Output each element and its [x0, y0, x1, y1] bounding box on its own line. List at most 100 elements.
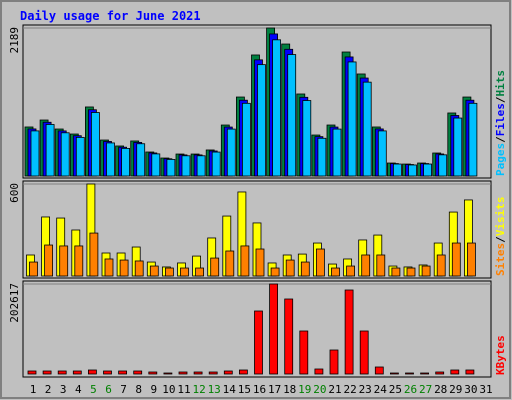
bar [435, 371, 445, 375]
x-tick-label: 8 [135, 383, 142, 396]
bar [315, 248, 325, 277]
bar [257, 64, 266, 177]
bar [423, 163, 433, 177]
x-tick-label: 12 [192, 383, 205, 396]
y-tick-label: 202617 [8, 283, 21, 323]
bar [164, 267, 174, 277]
bar [57, 370, 67, 375]
bar [392, 163, 402, 177]
bar [346, 265, 356, 277]
x-tick-label: 5 [90, 383, 97, 396]
bar [181, 155, 191, 177]
bar [180, 267, 189, 277]
legend-entry: Pages [494, 143, 507, 176]
bar [376, 254, 386, 277]
bar [89, 232, 99, 277]
legend-separator: / [494, 96, 507, 103]
bar [377, 130, 387, 177]
x-tick-label: 25 [389, 383, 402, 396]
x-tick-label: 23 [359, 383, 372, 396]
x-tick-label: 17 [268, 383, 281, 396]
x-tick-label: 14 [223, 383, 237, 396]
legend-entry: Files [494, 103, 507, 136]
bar [453, 117, 463, 177]
bar [359, 330, 369, 375]
x-tick-label: 20 [313, 383, 326, 396]
bar [75, 136, 85, 177]
bar [332, 128, 342, 177]
bar [299, 330, 309, 375]
x-tick-label: 30 [464, 383, 477, 396]
bar [45, 124, 55, 177]
bar [121, 148, 130, 177]
bar [329, 349, 339, 375]
bar [30, 130, 40, 177]
bar [391, 267, 401, 277]
bar [406, 267, 416, 277]
bar [59, 245, 69, 277]
bar [104, 258, 114, 277]
bar [287, 54, 297, 177]
bar [118, 370, 127, 375]
chart-title: Daily usage for June 2021 [20, 9, 201, 23]
bar [29, 261, 38, 277]
bar [225, 250, 235, 277]
bar [285, 259, 295, 277]
bar [272, 39, 282, 177]
bar [151, 153, 161, 177]
x-tick-label: 29 [449, 383, 462, 396]
x-tick-label: 28 [434, 383, 447, 396]
x-tick-label: 7 [120, 383, 127, 396]
bar [133, 370, 143, 375]
bar [465, 369, 475, 375]
bar [103, 370, 112, 375]
bar [255, 248, 265, 277]
legend: KBytes [494, 335, 507, 375]
x-tick-label: 11 [177, 383, 190, 396]
bar [136, 143, 146, 177]
bar [60, 132, 70, 177]
bar [270, 267, 280, 277]
x-tick-label: 2 [45, 383, 52, 396]
bar [436, 254, 446, 277]
x-tick-label: 3 [60, 383, 67, 396]
bar [269, 283, 279, 375]
bar [223, 370, 233, 375]
bar [119, 259, 129, 277]
bar [178, 371, 188, 375]
bar [241, 102, 251, 177]
legend: Sites/Visits [494, 197, 507, 277]
bar [208, 371, 218, 375]
bar [148, 371, 158, 375]
bar [317, 137, 327, 177]
legend-separator: / [494, 236, 507, 243]
bar [149, 265, 159, 277]
bar [238, 369, 248, 375]
x-tick-label: 9 [150, 383, 157, 396]
bar [361, 254, 371, 277]
x-tick-label: 4 [75, 383, 82, 396]
bar [347, 61, 357, 177]
bar [466, 242, 476, 277]
bar [240, 245, 250, 277]
y-tick-label: 600 [8, 183, 21, 203]
x-tick-label: 10 [162, 383, 175, 396]
x-tick-label: 24 [374, 383, 388, 396]
x-tick-label: 26 [404, 383, 417, 396]
bar [450, 369, 460, 375]
x-tick-label: 21 [328, 383, 341, 396]
bar [302, 100, 312, 177]
bar [344, 289, 354, 375]
x-tick-label: 6 [105, 383, 112, 396]
bar [88, 369, 97, 375]
bar [27, 370, 37, 375]
x-tick-label: 16 [253, 383, 266, 396]
bar [420, 372, 430, 375]
legend-entry: Visits [494, 197, 507, 237]
bar [314, 368, 324, 375]
bar [421, 265, 431, 277]
bar [72, 370, 82, 375]
bar [226, 128, 236, 177]
